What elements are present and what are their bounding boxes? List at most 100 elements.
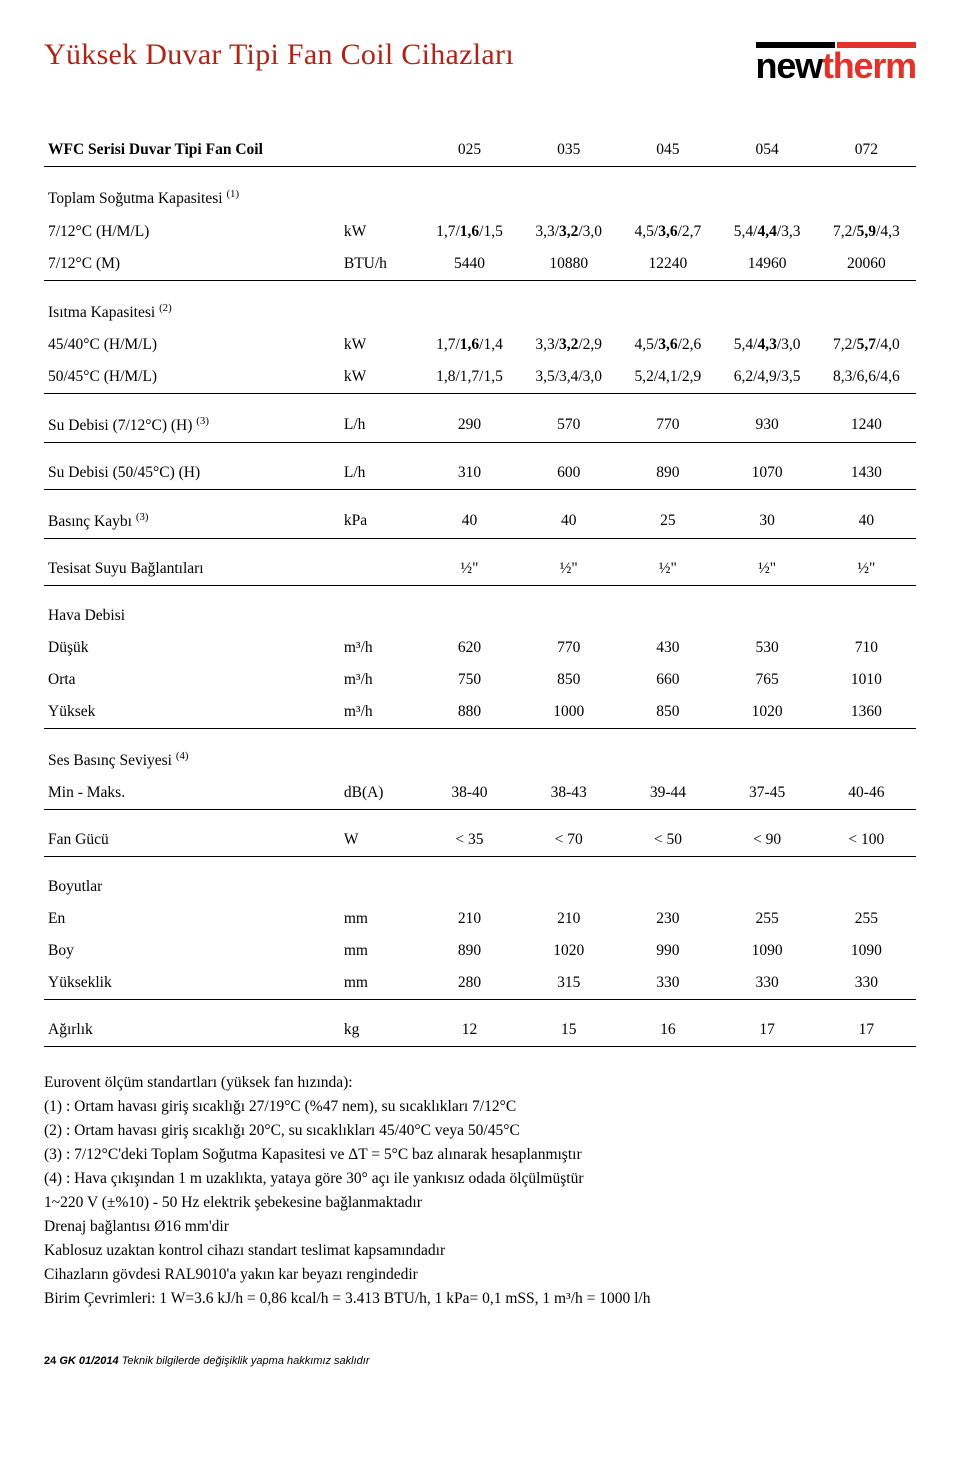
- row-value: [718, 181, 817, 215]
- row-unit: [340, 181, 420, 215]
- row-value: 330: [817, 967, 916, 1000]
- row-value: 3,3/3,2/2,9: [519, 329, 618, 361]
- row-label: Tesisat Suyu Bağlantıları: [44, 553, 340, 586]
- row-value: [618, 181, 717, 215]
- table-row: Boymm890102099010901090: [44, 935, 916, 967]
- footnote-line: (1) : Ortam havası giriş sıcaklığı 27/19…: [44, 1095, 916, 1119]
- logo-text-new: new: [756, 45, 822, 86]
- row-value: 40: [519, 504, 618, 539]
- row-value: 210: [420, 903, 519, 935]
- row-value: 37-45: [718, 777, 817, 810]
- row-value: 330: [618, 967, 717, 1000]
- footnote-line: (4) : Hava çıkışından 1 m uzaklıkta, yat…: [44, 1167, 916, 1191]
- row-unit: [340, 743, 420, 777]
- row-value: ½": [618, 553, 717, 586]
- row-value: 1090: [718, 935, 817, 967]
- row-value: [718, 743, 817, 777]
- row-value: 770: [618, 408, 717, 443]
- row-value: 620: [420, 632, 519, 664]
- table-row: 45/40°C (H/M/L)kW1,7/1,6/1,43,3/3,2/2,94…: [44, 329, 916, 361]
- table-row: Enmm210210230255255: [44, 903, 916, 935]
- row-value: 1090: [817, 935, 916, 967]
- model-col-0: 025: [420, 134, 519, 167]
- table-row: Min - Maks.dB(A)38-4038-4339-4437-4540-4…: [44, 777, 916, 810]
- table-heading-label: WFC Serisi Duvar Tipi Fan Coil: [44, 134, 340, 167]
- row-label: Ses Basınç Seviyesi (4): [44, 743, 340, 777]
- row-unit: mm: [340, 935, 420, 967]
- row-label: 7/12°C (M): [44, 248, 340, 281]
- row-value: 1430: [817, 457, 916, 490]
- row-value: 6,2/4,9/3,5: [718, 361, 817, 394]
- row-value: 7,2/5,7/4,0: [817, 329, 916, 361]
- table-row: Ortam³/h7508506607651010: [44, 664, 916, 696]
- row-value: 3,3/3,2/3,0: [519, 216, 618, 248]
- row-value: [718, 600, 817, 632]
- row-value: 660: [618, 664, 717, 696]
- row-value: < 100: [817, 824, 916, 857]
- row-value: [420, 295, 519, 329]
- row-value: < 70: [519, 824, 618, 857]
- row-value: 850: [618, 696, 717, 729]
- row-label: Orta: [44, 664, 340, 696]
- row-unit: kW: [340, 361, 420, 394]
- row-value: 290: [420, 408, 519, 443]
- row-value: 10880: [519, 248, 618, 281]
- table-row: Basınç Kaybı (3)kPa4040253040: [44, 504, 916, 539]
- table-row: 7/12°C (H/M/L)kW1,7/1,6/1,53,3/3,2/3,04,…: [44, 216, 916, 248]
- footnote-line: Kablosuz uzaktan kontrol cihazı standart…: [44, 1239, 916, 1263]
- footnote-line: (2) : Ortam havası giriş sıcaklığı 20°C,…: [44, 1119, 916, 1143]
- row-label: Yüksek: [44, 696, 340, 729]
- row-value: [519, 743, 618, 777]
- row-value: 990: [618, 935, 717, 967]
- row-value: < 90: [718, 824, 817, 857]
- row-value: 5,4/4,4/3,3: [718, 216, 817, 248]
- row-label: Düşük: [44, 632, 340, 664]
- row-value: [817, 743, 916, 777]
- page-title: Yüksek Duvar Tipi Fan Coil Cihazları: [44, 38, 514, 72]
- row-unit: mm: [340, 967, 420, 1000]
- row-value: 1070: [718, 457, 817, 490]
- row-value: [817, 295, 916, 329]
- row-value: 3,5/3,4/3,0: [519, 361, 618, 394]
- table-row: Boyutlar: [44, 871, 916, 903]
- row-value: 40: [817, 504, 916, 539]
- row-unit: BTU/h: [340, 248, 420, 281]
- table-row: Isıtma Kapasitesi (2): [44, 295, 916, 329]
- row-value: 600: [519, 457, 618, 490]
- row-label: 7/12°C (H/M/L): [44, 216, 340, 248]
- table-row: Su Debisi (7/12°C) (H) (3)L/h29057077093…: [44, 408, 916, 443]
- row-value: [519, 181, 618, 215]
- row-label: Fan Gücü: [44, 824, 340, 857]
- row-value: 20060: [817, 248, 916, 281]
- page-footer: 24 GK 01/2014 Teknik bilgilerde değişikl…: [44, 1355, 916, 1367]
- model-col-2: 045: [618, 134, 717, 167]
- row-value: [718, 871, 817, 903]
- row-value: 1240: [817, 408, 916, 443]
- row-unit: [340, 553, 420, 586]
- row-value: 8,3/6,6/4,6: [817, 361, 916, 394]
- row-value: 16: [618, 1014, 717, 1047]
- table-row: Ses Basınç Seviyesi (4): [44, 743, 916, 777]
- page-number: 24: [44, 1355, 56, 1367]
- row-unit: [340, 600, 420, 632]
- row-value: [420, 871, 519, 903]
- row-value: 1,7/1,6/1,5: [420, 216, 519, 248]
- row-value: 30: [718, 504, 817, 539]
- row-label: En: [44, 903, 340, 935]
- row-value: 5440: [420, 248, 519, 281]
- row-value: 850: [519, 664, 618, 696]
- table-row: 7/12°C (M)BTU/h544010880122401496020060: [44, 248, 916, 281]
- row-label: Toplam Soğutma Kapasitesi (1): [44, 181, 340, 215]
- row-value: 890: [420, 935, 519, 967]
- row-value: 1010: [817, 664, 916, 696]
- row-value: ½": [519, 553, 618, 586]
- spec-table: WFC Serisi Duvar Tipi Fan Coil 025 035 0…: [44, 134, 916, 1061]
- row-value: [817, 181, 916, 215]
- row-value: [618, 295, 717, 329]
- row-value: ½": [817, 553, 916, 586]
- row-value: 39-44: [618, 777, 717, 810]
- row-value: 330: [718, 967, 817, 1000]
- row-value: 1,7/1,6/1,4: [420, 329, 519, 361]
- row-value: 770: [519, 632, 618, 664]
- row-unit: dB(A): [340, 777, 420, 810]
